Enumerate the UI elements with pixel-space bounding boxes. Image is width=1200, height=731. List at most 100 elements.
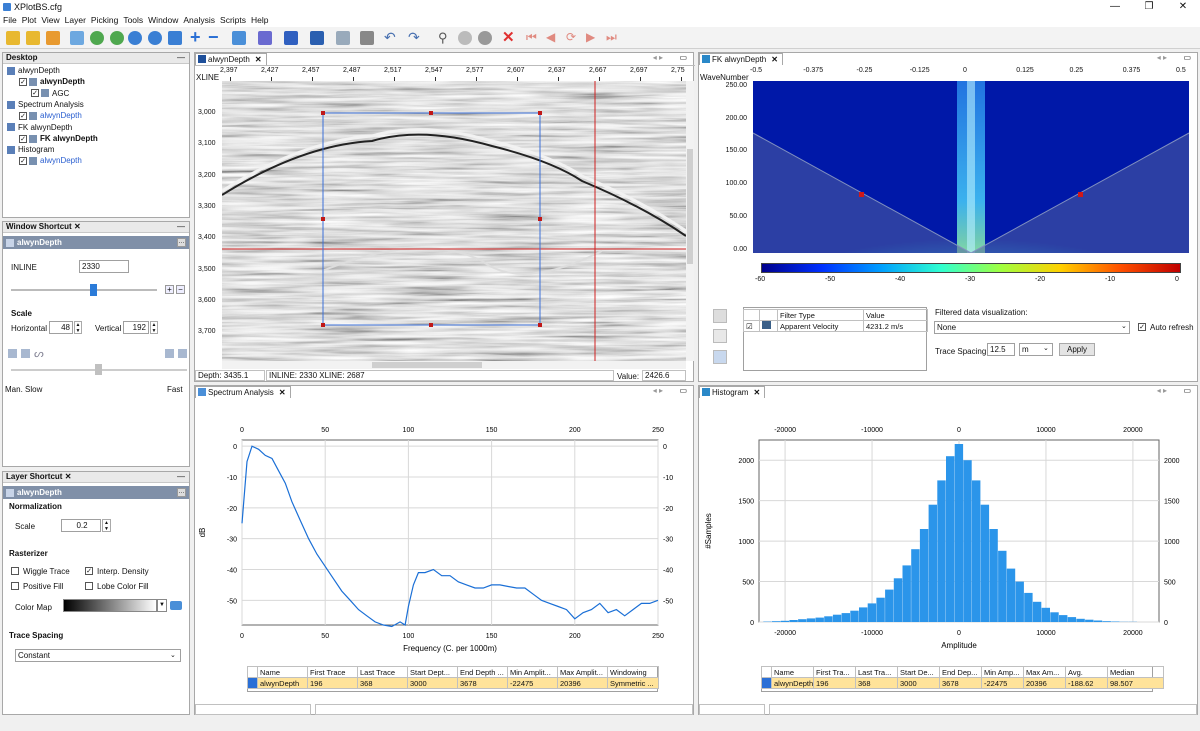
wiggle-trace-checkbox[interactable] [11, 567, 19, 575]
remove-filter-icon[interactable] [713, 329, 727, 343]
tree-node-checkbox[interactable]: ✓ [19, 111, 27, 120]
menu-tools[interactable]: Tools [123, 15, 144, 25]
open-icon[interactable] [26, 31, 40, 45]
more-button[interactable]: … [177, 488, 186, 497]
undo-icon[interactable]: ↶ [384, 29, 396, 45]
decrement-button[interactable]: − [176, 285, 185, 294]
seismic-image[interactable] [222, 81, 686, 361]
zoom-out-icon[interactable] [110, 31, 124, 45]
speed-slider-thumb[interactable] [95, 364, 102, 375]
table-header-cell[interactable]: End Depth ... [457, 666, 508, 678]
camera-icon[interactable] [360, 31, 374, 45]
tab-fk-alwyndepth[interactable]: FK alwynDepth ✕ [699, 53, 783, 65]
tree-node[interactable]: ✓ alwynDepth [19, 110, 82, 121]
histogram-chart[interactable]: -20000-20000-10000-100000010000100002000… [699, 400, 1197, 660]
table-header-cell[interactable]: End Dep... [939, 666, 982, 678]
fit-icon[interactable] [70, 31, 84, 45]
table-header-cell[interactable]: Max Amplit... [557, 666, 608, 678]
table-header-cell[interactable]: Avg. [1065, 666, 1108, 678]
maximize-view-icon[interactable]: ▭ [679, 53, 687, 62]
tree-node-checkbox[interactable]: ✓ [31, 89, 39, 98]
maximize-view-icon[interactable]: ▭ [1183, 53, 1191, 62]
table-header-cell[interactable]: Median [1107, 666, 1164, 678]
lobe-color-fill-checkbox[interactable] [85, 582, 93, 590]
table-header-cell[interactable]: Last Trace [357, 666, 408, 678]
delete-icon[interactable]: ✕ [502, 29, 515, 46]
minimize-panel-button[interactable]: — [177, 472, 185, 481]
tree-node-checkbox[interactable]: ✓ [19, 78, 27, 87]
close-icon[interactable]: ✕ [64, 472, 72, 481]
loop-icon[interactable]: ᔕ [34, 348, 44, 360]
table-header-cell[interactable]: Max Am... [1023, 666, 1066, 678]
more-button[interactable]: … [177, 238, 186, 247]
window-shortcut-selected[interactable]: alwynDepth [3, 236, 189, 249]
menu-analysis[interactable]: Analysis [183, 15, 216, 25]
tree-node[interactable]: ✓ FK alwynDepth [19, 133, 98, 144]
zoom-reset-icon[interactable] [148, 31, 162, 45]
close-icon[interactable]: ✕ [771, 55, 778, 64]
menu-view[interactable]: View [41, 15, 60, 25]
layer-icon[interactable] [284, 31, 298, 45]
table-header-cell[interactable]: Windowing [607, 666, 659, 678]
auto-refresh-checkbox[interactable]: ✓ [1138, 323, 1146, 331]
step-back-icon[interactable] [165, 349, 174, 358]
new-icon[interactable] [6, 31, 20, 45]
table-header-cell[interactable]: Name [771, 666, 814, 678]
menu-picking[interactable]: Picking [90, 15, 119, 25]
scale-spinner[interactable]: ▲ ▼ [102, 519, 111, 532]
close-icon[interactable]: ✕ [73, 222, 81, 231]
redo-icon[interactable]: ↷ [408, 29, 420, 45]
normalization-scale-input[interactable]: 0.2 [61, 519, 101, 532]
fk-spectrum-image[interactable] [753, 81, 1189, 253]
close-icon[interactable]: ✕ [753, 388, 761, 397]
bar-chart-icon[interactable] [232, 31, 246, 45]
chevron-down-icon[interactable]: ▼ [157, 599, 167, 612]
zoom-area-icon[interactable] [168, 31, 182, 45]
add-icon[interactable]: + [190, 27, 201, 47]
maximize-view-icon[interactable]: ▭ [679, 386, 687, 395]
menu-plot[interactable]: Plot [21, 15, 37, 25]
spectrum-chart[interactable]: 0 0 50 50 100 100 150 150 200 200 250 250 0 0 -10 -10 -2… [195, 400, 693, 660]
table-header-cell[interactable]: Start Dept... [407, 666, 458, 678]
last-frame-icon[interactable]: ⏭ [606, 30, 617, 44]
line-chart-icon[interactable] [258, 31, 272, 45]
table-header-cell[interactable]: First Tra... [813, 666, 856, 678]
table-header-cell[interactable]: Min Amp... [981, 666, 1024, 678]
play-back-icon[interactable] [8, 349, 17, 358]
tree-node[interactable]: Spectrum Analysis [7, 99, 84, 110]
save-filter-icon[interactable] [713, 350, 727, 364]
grid-icon[interactable] [336, 31, 350, 45]
inline-input[interactable]: 2330 [79, 260, 129, 273]
close-button[interactable]: ✕ [1178, 1, 1188, 12]
menu-file[interactable]: File [3, 15, 17, 25]
tree-node[interactable]: FK alwynDepth [7, 122, 72, 133]
layer-shortcut-selected[interactable]: alwynDepth [3, 486, 189, 499]
loop-icon[interactable]: ⟳ [566, 30, 577, 44]
previous-frame-icon[interactable]: ◀ [546, 30, 556, 44]
filter-type-cell[interactable]: Apparent Velocity [777, 320, 864, 332]
apply-button[interactable]: Apply [1059, 343, 1095, 356]
inline-slider-track[interactable] [11, 289, 157, 291]
minimize-panel-button[interactable]: — [177, 222, 185, 231]
menu-layer[interactable]: Layer [64, 15, 86, 25]
maximize-view-icon[interactable]: ▭ [1183, 386, 1191, 395]
nav-arrows[interactable]: ◂ ▸ [652, 53, 663, 62]
nav-arrows[interactable]: ◂ ▸ [1156, 386, 1167, 395]
positive-fill-checkbox[interactable] [11, 582, 19, 590]
table-row[interactable]: alwynDepth 196 368 3000 3678 -22475 20396 -188.… [761, 677, 1164, 689]
remove-icon[interactable]: − [208, 27, 219, 47]
minimize-button[interactable]: — [1110, 1, 1120, 12]
nav-arrows[interactable]: ◂ ▸ [652, 386, 663, 395]
table-header-cell[interactable]: Start De... [897, 666, 940, 678]
tab-spectrum-analysis[interactable]: Spectrum Analysis ✕ [195, 386, 291, 398]
tree-node[interactable]: alwynDepth [7, 65, 60, 76]
menu-help[interactable]: Help [251, 15, 269, 25]
nav-arrows[interactable]: ◂ ▸ [1156, 53, 1167, 62]
table-header-cell[interactable]: Last Tra... [855, 666, 898, 678]
table-header-cell[interactable]: Name [257, 666, 308, 678]
tab-histogram[interactable]: Histogram ✕ [699, 386, 766, 398]
next-frame-icon[interactable]: ▶ [586, 30, 596, 44]
tree-node-checkbox[interactable]: ✓ [19, 157, 27, 166]
trace-spacing-select[interactable]: Constant [15, 649, 181, 662]
table-header-cell[interactable]: First Trace [307, 666, 358, 678]
